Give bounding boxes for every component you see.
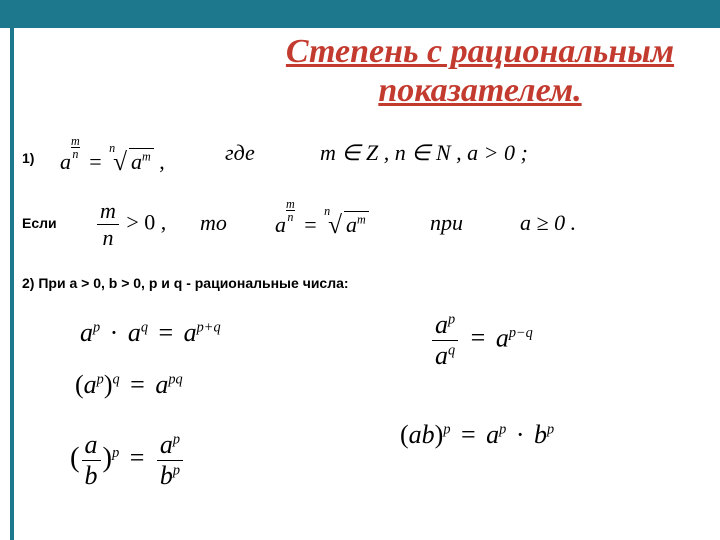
cond-2: a ≥ 0 .	[520, 210, 576, 236]
exp-mn: mn	[71, 135, 80, 160]
label-2: 2) При a > 0, b > 0, p и q - рациональны…	[22, 275, 349, 291]
frac-mn: mn	[97, 198, 119, 251]
label-if: Если	[22, 215, 57, 231]
cond-1: m ∈ Z , n ∈ N , a > 0 ;	[320, 140, 528, 166]
formula-product: ap · aq = ap+q	[80, 318, 221, 348]
gt0: > 0 ,	[126, 210, 166, 235]
cond-frac: mn > 0 ,	[95, 198, 166, 251]
base-a: a	[60, 149, 71, 174]
top-bar	[0, 0, 720, 28]
root: nam	[111, 147, 154, 176]
def-eq: amn = nam ,	[60, 135, 165, 176]
where: где	[225, 140, 255, 166]
left-rule	[10, 28, 14, 540]
formula-frac-power: (ab)p = apbp	[70, 430, 185, 491]
page-title: Степень с рациональным показателем.	[250, 32, 710, 110]
label-1: 1)	[22, 150, 34, 166]
formula-power: (ap)q = apq	[75, 370, 183, 400]
def-eq-2: amn = nam	[275, 198, 369, 239]
pri: при	[430, 210, 463, 236]
then: то	[200, 210, 227, 236]
formula-dist: (ab)p = ap · bp	[400, 420, 554, 450]
formula-quotient: apaq = ap−q	[430, 310, 533, 371]
